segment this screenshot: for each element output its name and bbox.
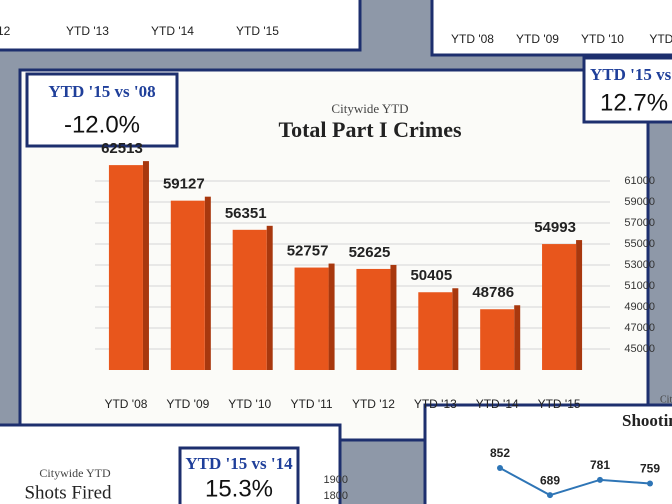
chart-subtitle: Citywide YTD [331,101,408,116]
x-tick-label: YTD '13 [414,397,457,411]
badge-value: 15.3% [205,475,273,502]
bar [418,292,453,370]
bar-side [390,264,397,370]
value-label: 52625 [349,244,391,261]
point [547,492,553,499]
badge-label: YTD '15 vs '14 [185,454,293,473]
y-tick-label: 59000 [624,196,655,208]
x-tick-label: YTD '14 [476,397,519,411]
badge-label: YTD '15 vs '08 [48,82,155,101]
x-tick-label: YTD '08 [104,397,147,411]
x-tick-label: YTD '10 [581,32,624,46]
value-label: 50405 [410,267,452,284]
panel [0,0,362,52]
y-tick-label: 47000 [624,322,655,334]
badge [178,446,300,504]
x-tick-label: YTD '10 [228,397,271,411]
bar-side [266,225,273,370]
panel [423,403,672,504]
bar [542,244,577,370]
badge-label: YTD '15 vs '1 [590,65,672,84]
badge-value: 12.7% [600,89,668,116]
y-tick-label: 61000 [624,175,655,187]
value-label: 62513 [101,140,143,157]
bar-side [142,161,149,370]
chart-title: Shootin [622,411,672,430]
value-label: 52757 [287,243,329,260]
value-label: 759 [640,462,660,476]
line [499,467,651,497]
y-tick-label: 57000 [624,217,655,229]
x-tick-label: '12 [0,24,11,38]
bar-side [452,288,459,370]
x-tick-label: YTD '15 [236,24,279,38]
x-tick-label: YTD '11 [291,397,333,411]
panel [430,0,672,57]
y-tick-label: 55000 [624,238,655,250]
bar-side [514,305,521,370]
value-label: 59127 [163,176,205,193]
x-tick-label: YTD '1 [649,32,672,46]
bar [480,309,515,370]
y-tick-label: 1800 [324,490,348,502]
value-label: 689 [540,473,560,487]
badge-value: -12.0% [64,111,140,138]
value-label: 48786 [472,284,514,301]
bar [356,268,391,370]
bar [232,229,267,370]
y-tick-label: 1900 [324,474,348,486]
bar-side [328,263,335,370]
x-tick-label: YTD '13 [66,24,109,38]
bar [108,165,143,370]
x-tick-label: YTD '12 [352,397,395,411]
value-label: 54993 [534,219,576,236]
chart-subtitle: Citywide YTD [39,466,111,480]
chart-subtitle: Cit [660,394,672,405]
y-tick-label: 51000 [624,280,655,292]
x-tick-label: YTD '15 [538,397,581,411]
x-tick-label: YTD '09 [166,397,209,411]
badge [25,72,179,148]
badge [582,56,672,124]
bar-side [204,196,211,370]
x-tick-label: YTD '08 [451,32,494,46]
x-tick-label: YTD '09 [516,32,559,46]
x-tick-label: YTD '14 [151,24,194,38]
y-tick-label: 53000 [624,259,655,271]
bar [294,267,329,370]
value-label: 781 [590,458,610,472]
point [647,480,653,487]
point [497,465,503,471]
y-tick-label: 49000 [624,301,655,313]
chart-title: Total Part I Crimes [278,117,462,142]
bar [170,200,205,370]
value-label: 852 [490,446,510,460]
value-label: 56351 [225,205,267,222]
bar-side [576,240,583,370]
y-tick-label: 45000 [624,343,655,355]
point [597,476,603,483]
chart-title: Shots Fired [24,482,112,503]
